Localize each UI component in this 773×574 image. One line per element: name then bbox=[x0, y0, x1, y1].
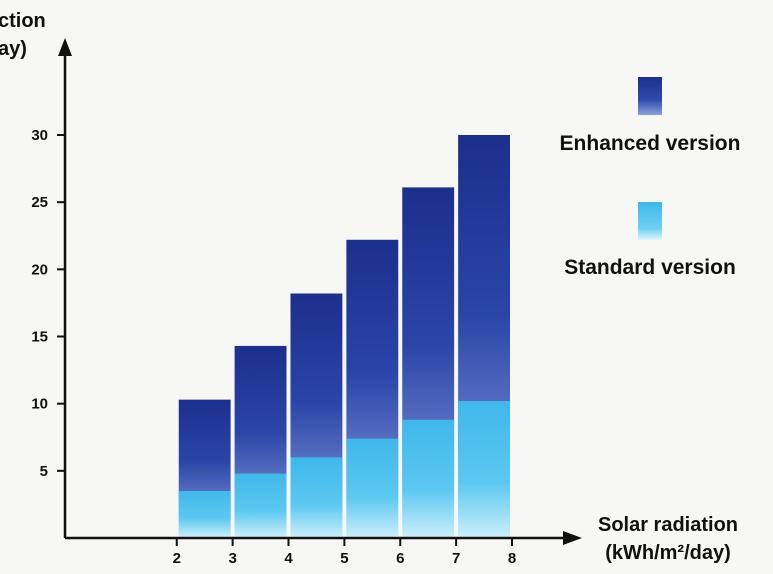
legend: Enhanced version Standard version bbox=[560, 77, 741, 279]
legend-label-standard: Standard version bbox=[564, 256, 736, 279]
x-tick-label: 3 bbox=[228, 550, 236, 567]
x-axis-title-line-2: (kWh/m²/day) bbox=[605, 542, 731, 564]
x-tick-label: 2 bbox=[173, 550, 181, 567]
bar-standard bbox=[178, 490, 231, 537]
bar-standard bbox=[234, 473, 287, 537]
y-tick-label: 25 bbox=[31, 194, 48, 211]
y-axis-title-line-2: ay) bbox=[0, 38, 27, 60]
y-tick-label: 20 bbox=[31, 261, 48, 278]
y-tick-label: 15 bbox=[31, 329, 48, 346]
x-axis-arrow bbox=[563, 531, 582, 545]
legend-swatch-enhanced bbox=[638, 77, 662, 115]
x-tick-label: 7 bbox=[452, 550, 460, 567]
y-axis-ticks: 5 10 15 20 25 30 bbox=[31, 127, 65, 480]
x-tick-label: 6 bbox=[396, 550, 404, 567]
y-tick-label: 30 bbox=[31, 127, 48, 144]
bar-standard bbox=[346, 438, 399, 537]
y-tick-label: 10 bbox=[31, 396, 48, 413]
standard-series-bars bbox=[178, 400, 510, 537]
bar-standard bbox=[290, 457, 343, 537]
x-tick-label: 8 bbox=[508, 550, 516, 567]
legend-swatch-standard bbox=[638, 202, 662, 240]
x-axis-ticks: 2 3 4 5 6 7 8 bbox=[173, 538, 516, 567]
bar-standard bbox=[458, 400, 510, 537]
y-axis-title-line-1: ction bbox=[0, 10, 46, 32]
y-tick-label: 5 bbox=[40, 463, 48, 480]
y-axis-arrow bbox=[58, 38, 72, 56]
x-tick-label: 5 bbox=[340, 550, 348, 567]
bar-standard bbox=[402, 419, 455, 537]
legend-label-enhanced: Enhanced version bbox=[560, 132, 741, 155]
x-axis-title-line-1: Solar radiation bbox=[598, 514, 738, 536]
x-tick-label: 4 bbox=[284, 550, 293, 567]
